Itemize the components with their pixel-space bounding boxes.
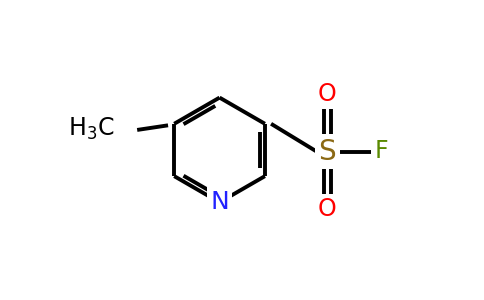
Text: S: S bbox=[318, 137, 336, 166]
Text: F: F bbox=[375, 140, 388, 164]
Text: $\mathregular{H_3C}$: $\mathregular{H_3C}$ bbox=[68, 115, 114, 142]
Text: O: O bbox=[318, 82, 337, 106]
Text: O: O bbox=[318, 197, 337, 221]
Text: N: N bbox=[210, 190, 229, 214]
